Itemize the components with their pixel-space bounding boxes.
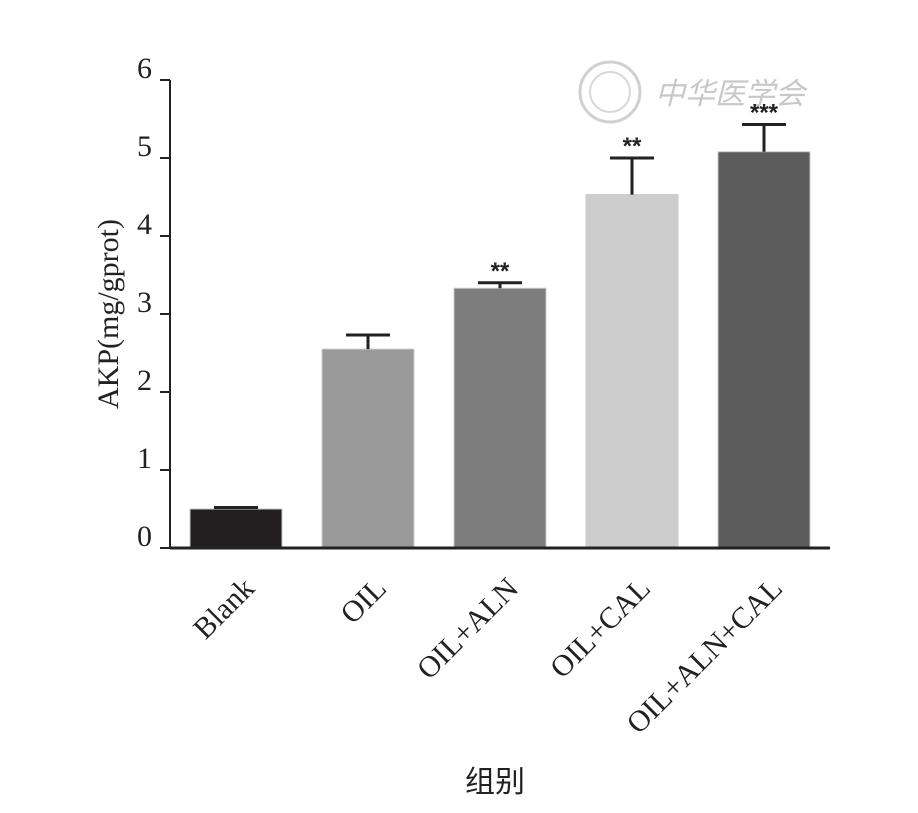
- y-tick-label-6: 6: [137, 52, 152, 85]
- bar-1: [321, 348, 415, 549]
- y-tick-label-1: 1: [137, 442, 152, 475]
- bar-0: [189, 508, 283, 549]
- y-axis: 0 1 2 3 4 5 6: [137, 52, 171, 553]
- bar-2: [453, 287, 547, 549]
- y-tick-label-3: 3: [137, 286, 152, 319]
- bar-4: [717, 151, 811, 549]
- bars-group: [189, 151, 811, 549]
- y-tick-label-0: 0: [137, 520, 152, 553]
- significance-label-2: **: [491, 258, 510, 285]
- category-label-1: OIL: [334, 572, 393, 631]
- category-label-3: OIL+CAL: [544, 572, 657, 685]
- y-tick-label-4: 4: [137, 208, 152, 241]
- significance-group: *******: [491, 99, 779, 284]
- y-tick-label-2: 2: [137, 364, 152, 397]
- bar-3: [585, 194, 679, 549]
- y-tick-label-5: 5: [137, 130, 152, 163]
- watermark: 中华医学会: [578, 60, 808, 124]
- error-bars-group: [214, 122, 786, 509]
- watermark-seal-inner-icon: [589, 71, 631, 113]
- watermark-text: 中华医学会: [655, 77, 808, 112]
- category-label-0: Blank: [187, 572, 261, 646]
- category-label-2: OIL+ALN: [411, 572, 525, 686]
- x-axis-title: 组别: [465, 766, 525, 799]
- watermark-seal-icon: [578, 60, 642, 124]
- significance-label-4: ***: [750, 99, 779, 126]
- y-axis-title: AKP(mg/gprot): [92, 219, 125, 409]
- significance-label-3: **: [623, 133, 642, 160]
